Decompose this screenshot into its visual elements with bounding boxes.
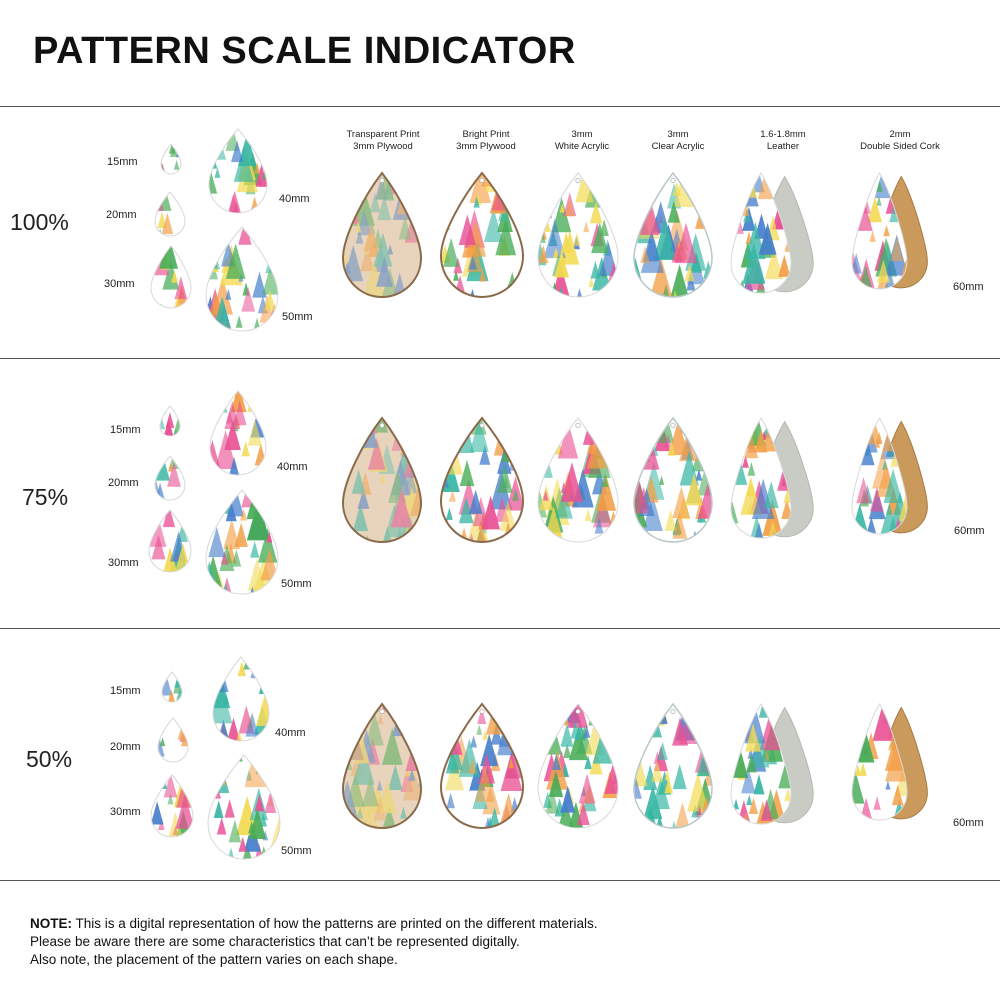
sample-leather <box>730 172 814 294</box>
size-label-30mm: 30mm <box>108 557 139 569</box>
sample-20mm <box>157 717 189 763</box>
sample-transparent-plywood <box>341 171 423 298</box>
size-label-50mm: 50mm <box>281 578 312 590</box>
sample-15mm <box>161 671 183 703</box>
sample-15mm <box>159 405 181 437</box>
sample-50mm <box>205 226 279 332</box>
sample-40mm <box>212 656 270 742</box>
sample-white-acrylic <box>537 172 619 298</box>
sample-white-acrylic <box>537 703 619 829</box>
divider-top <box>0 106 1000 107</box>
sample-50mm <box>207 754 281 860</box>
sample-50mm <box>205 489 279 595</box>
sample-bright-plywood <box>439 416 525 543</box>
material-header-transparent-plywood: Transparent Print 3mm Plywood <box>346 129 420 152</box>
sample-40mm <box>208 128 268 214</box>
size-label-20mm: 20mm <box>110 741 141 753</box>
size-label-15mm: 15mm <box>110 424 141 436</box>
size-label-50mm: 50mm <box>281 845 312 857</box>
size-label-40mm: 40mm <box>275 727 306 739</box>
material-header-clear-acrylic: 3mm Clear Acrylic <box>651 129 705 152</box>
sample-transparent-plywood <box>341 416 423 543</box>
sample-15mm <box>160 143 182 175</box>
size-label-20mm: 20mm <box>108 477 139 489</box>
sample-clear-acrylic <box>633 171 713 298</box>
sample-leather <box>730 703 814 825</box>
sample-cork <box>851 703 928 821</box>
size-label-60mm: 60mm <box>953 281 984 293</box>
size-label-60mm: 60mm <box>953 817 984 829</box>
scale-label-100: 100% <box>10 209 69 235</box>
material-header-leather: 1.6-1.8mm Leather <box>760 129 806 152</box>
sample-white-acrylic <box>537 417 619 543</box>
sample-cork <box>851 172 928 290</box>
size-label-60mm: 60mm <box>954 525 985 537</box>
sample-clear-acrylic <box>633 702 713 829</box>
size-label-15mm: 15mm <box>110 685 141 697</box>
scale-label-50: 50% <box>26 746 73 772</box>
sample-30mm <box>150 774 194 838</box>
page-title: PATTERN SCALE INDICATOR <box>33 30 576 72</box>
sample-clear-acrylic <box>633 416 713 543</box>
sample-leather <box>730 417 814 539</box>
size-label-20mm: 20mm <box>106 209 137 221</box>
sample-30mm <box>148 509 192 573</box>
size-label-30mm: 30mm <box>110 806 141 818</box>
size-label-40mm: 40mm <box>277 461 308 473</box>
divider-bottom <box>0 880 1000 881</box>
sample-20mm <box>154 191 186 237</box>
sample-20mm <box>154 455 186 501</box>
note-line-3: Also note, the placement of the pattern … <box>30 952 398 967</box>
sample-cork <box>851 417 928 535</box>
size-label-40mm: 40mm <box>279 193 310 205</box>
material-header-bright-plywood: Bright Print 3mm Plywood <box>456 129 516 152</box>
material-header-white-acrylic: 3mm White Acrylic <box>554 129 610 152</box>
note: NOTE: This is a digital representation o… <box>30 915 598 969</box>
sample-bright-plywood <box>439 702 525 829</box>
scale-label-75: 75% <box>22 484 69 510</box>
note-line-2: Please be aware there are some character… <box>30 934 520 949</box>
sample-30mm <box>150 245 192 309</box>
sample-40mm <box>209 390 267 476</box>
size-label-50mm: 50mm <box>282 311 313 323</box>
note-label: NOTE: <box>30 916 72 931</box>
note-line-1: This is a digital representation of how … <box>72 916 598 931</box>
size-label-15mm: 15mm <box>107 156 138 168</box>
divider-2 <box>0 628 1000 629</box>
sample-transparent-plywood <box>341 702 423 829</box>
material-header-cork: 2mm Double Sided Cork <box>860 129 940 152</box>
divider-1 <box>0 358 1000 359</box>
size-label-30mm: 30mm <box>104 278 135 290</box>
sample-bright-plywood <box>439 171 525 298</box>
